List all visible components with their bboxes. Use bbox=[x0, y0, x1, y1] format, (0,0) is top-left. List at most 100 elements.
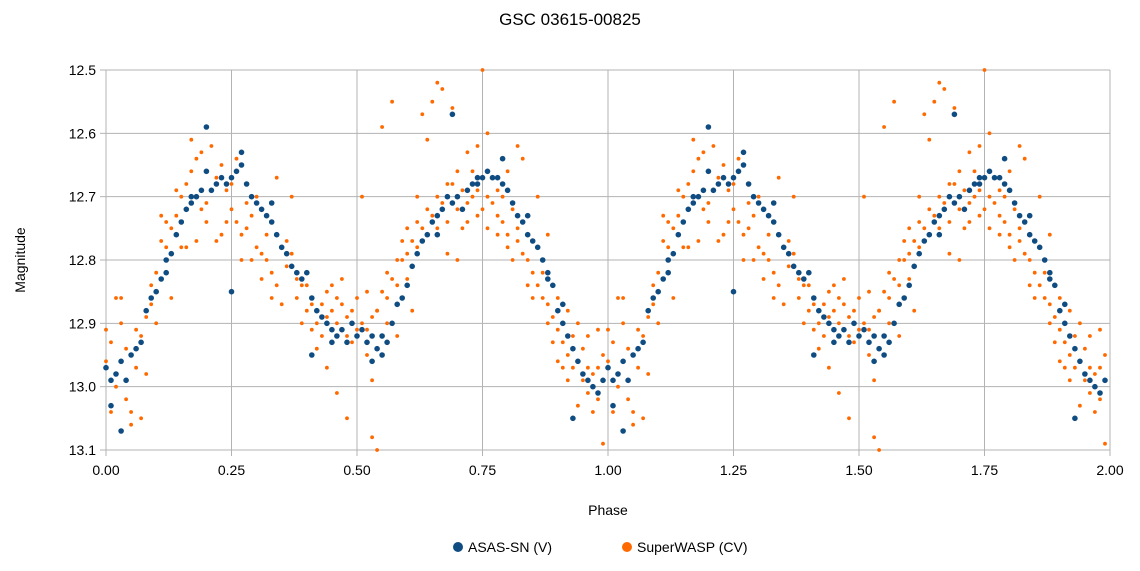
data-point bbox=[1002, 194, 1007, 199]
data-point bbox=[832, 308, 836, 313]
data-point bbox=[124, 346, 128, 351]
data-point bbox=[1078, 321, 1082, 326]
data-point bbox=[931, 219, 938, 225]
data-point bbox=[981, 174, 988, 181]
data-point bbox=[420, 226, 425, 231]
data-point bbox=[605, 364, 611, 371]
data-point bbox=[124, 397, 128, 402]
data-point bbox=[104, 359, 108, 364]
data-point bbox=[540, 296, 545, 300]
data-point bbox=[114, 296, 118, 300]
data-point bbox=[179, 194, 184, 199]
data-point bbox=[494, 174, 501, 181]
data-point bbox=[616, 296, 620, 300]
data-point bbox=[887, 270, 891, 275]
data-point bbox=[330, 283, 334, 288]
data-point bbox=[249, 213, 254, 218]
y-tick-label: 12.7 bbox=[69, 189, 96, 205]
data-point bbox=[1026, 212, 1033, 219]
data-point bbox=[571, 334, 575, 338]
data-point bbox=[390, 277, 394, 281]
data-point bbox=[208, 187, 215, 194]
data-point bbox=[103, 364, 109, 371]
data-point bbox=[530, 296, 535, 300]
data-point bbox=[444, 193, 451, 200]
data-point bbox=[1006, 187, 1013, 194]
data-point bbox=[907, 226, 912, 231]
data-point bbox=[545, 302, 550, 307]
data-point bbox=[480, 68, 485, 72]
data-point bbox=[771, 296, 776, 300]
data-point bbox=[1047, 321, 1052, 326]
data-point bbox=[375, 308, 379, 313]
data-point bbox=[606, 327, 610, 332]
data-point bbox=[956, 193, 963, 200]
data-point bbox=[500, 220, 505, 224]
data-point bbox=[661, 213, 666, 218]
legend-marker bbox=[453, 542, 463, 552]
data-point bbox=[539, 257, 546, 263]
data-point bbox=[203, 124, 210, 130]
data-point bbox=[837, 391, 841, 395]
data-point bbox=[811, 352, 817, 358]
data-point bbox=[535, 283, 540, 288]
data-point bbox=[771, 270, 776, 275]
data-point bbox=[479, 174, 486, 181]
data-point bbox=[720, 174, 727, 181]
data-point bbox=[309, 295, 315, 301]
data-point bbox=[952, 106, 957, 110]
data-point bbox=[1027, 258, 1032, 262]
x-tick-label: 2.00 bbox=[1096, 462, 1123, 478]
data-point bbox=[946, 193, 953, 200]
data-point bbox=[977, 213, 982, 218]
data-point bbox=[415, 220, 420, 224]
data-point bbox=[867, 327, 871, 332]
data-point bbox=[976, 181, 983, 187]
data-point bbox=[238, 162, 245, 168]
data-point bbox=[204, 220, 209, 224]
data-point bbox=[380, 289, 384, 294]
data-point bbox=[1047, 276, 1053, 282]
data-point bbox=[651, 283, 656, 288]
legend-label: ASAS-SN (V) bbox=[468, 539, 552, 555]
data-point bbox=[610, 402, 616, 409]
data-point bbox=[340, 302, 344, 307]
data-point bbox=[1052, 340, 1057, 345]
x-tick-label: 1.50 bbox=[845, 462, 872, 478]
data-point bbox=[695, 193, 702, 200]
data-point bbox=[114, 384, 118, 389]
data-point bbox=[505, 232, 510, 237]
data-point bbox=[706, 220, 711, 224]
data-point bbox=[164, 245, 169, 250]
data-point bbox=[213, 181, 220, 187]
data-point bbox=[937, 226, 942, 231]
data-point bbox=[113, 371, 119, 377]
data-point bbox=[495, 213, 500, 218]
data-point bbox=[1073, 365, 1077, 370]
data-point bbox=[320, 334, 324, 338]
data-point bbox=[726, 188, 731, 193]
data-point bbox=[304, 283, 309, 288]
data-point bbox=[766, 258, 771, 262]
data-point bbox=[932, 213, 937, 218]
data-point bbox=[705, 124, 712, 130]
data-point bbox=[169, 226, 174, 231]
data-point bbox=[354, 333, 360, 339]
data-point bbox=[415, 194, 420, 199]
data-point bbox=[897, 258, 902, 262]
data-point bbox=[470, 169, 475, 174]
data-point bbox=[816, 321, 821, 326]
data-point bbox=[911, 263, 917, 270]
data-point bbox=[1017, 226, 1022, 231]
data-point bbox=[435, 80, 440, 85]
data-point bbox=[454, 193, 461, 200]
data-point bbox=[329, 326, 335, 333]
data-point bbox=[550, 282, 556, 289]
data-point bbox=[867, 353, 871, 357]
data-point bbox=[746, 226, 751, 231]
x-tick-label: 1.00 bbox=[594, 462, 621, 478]
data-point bbox=[238, 149, 245, 156]
data-point bbox=[540, 270, 545, 275]
data-point bbox=[1022, 251, 1027, 256]
